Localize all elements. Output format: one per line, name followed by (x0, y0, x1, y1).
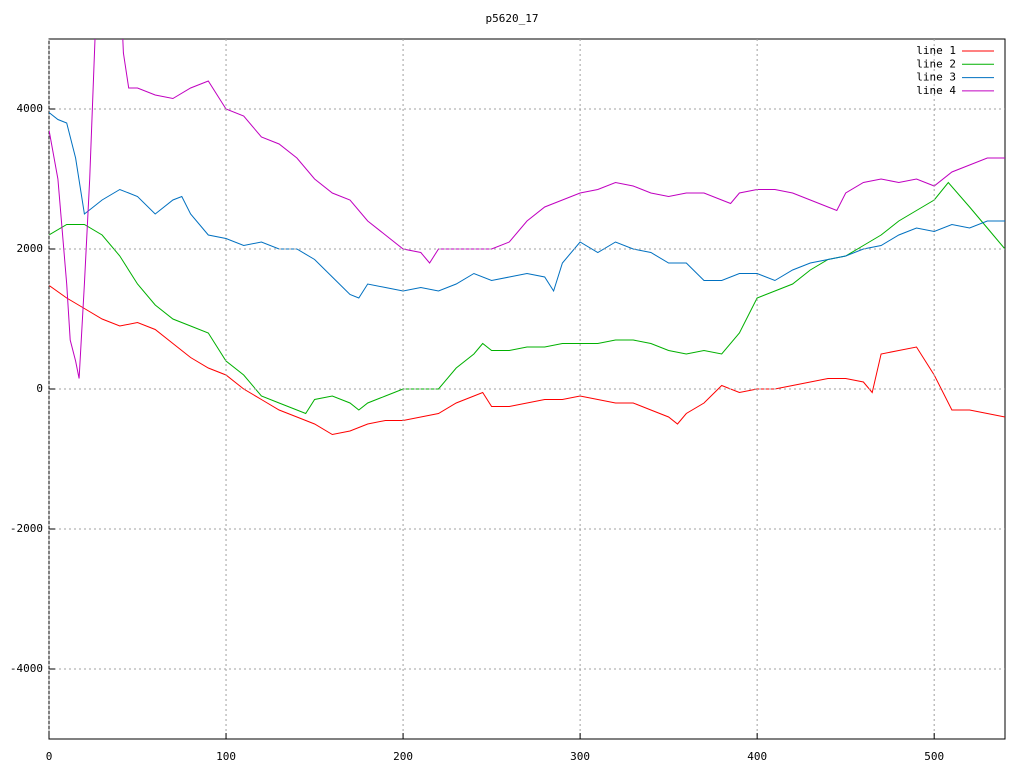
legend-label: line 2 (916, 57, 956, 70)
x-tick-label: 100 (216, 750, 236, 763)
legend-label: line 4 (916, 84, 956, 97)
x-tick-label: 400 (747, 750, 767, 763)
x-tick-label: 200 (393, 750, 413, 763)
series-line (49, 181, 1005, 415)
y-tick-label: 0 (36, 382, 43, 395)
series-line (49, 112, 1005, 299)
legend-label: line 1 (916, 44, 956, 57)
series-line (49, 39, 1005, 379)
y-tick-label: -4000 (10, 662, 43, 675)
x-tick-label: 0 (46, 750, 53, 763)
y-tick-label: 4000 (17, 102, 44, 115)
chart-title: p5620_17 (486, 12, 539, 25)
x-tick-label: 500 (924, 750, 944, 763)
legend-label: line 3 (916, 71, 956, 84)
y-tick-label: -2000 (10, 522, 43, 535)
plot-frame (48, 38, 1006, 740)
x-tick-label: 300 (570, 750, 590, 763)
plot-lines (49, 39, 1005, 436)
y-tick-label: 2000 (17, 242, 44, 255)
series-line (49, 284, 1005, 436)
